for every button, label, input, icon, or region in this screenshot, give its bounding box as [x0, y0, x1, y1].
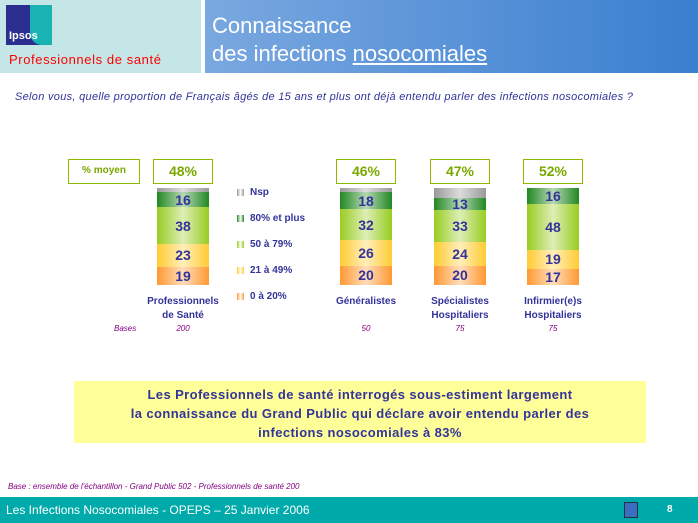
legend-label: 21 à 49% — [250, 265, 293, 276]
legend-swatch — [237, 241, 244, 248]
bases-label: Bases — [114, 324, 136, 333]
footer-bar — [0, 497, 698, 523]
legend-item: 80% et plus — [237, 213, 305, 224]
header-title-panel — [205, 0, 698, 73]
bar-segment-nsp — [157, 188, 209, 192]
bar-segment-50-79-: 48 — [527, 203, 579, 251]
legend-label: 0 à 20% — [250, 291, 287, 302]
avg-label: % moyen — [68, 159, 140, 184]
legend-item: 21 à 49% — [237, 265, 292, 276]
base-value: 50 — [361, 324, 371, 333]
average-box: 52% — [523, 159, 583, 184]
bar-segment-50-79-: 32 — [340, 209, 392, 241]
bar-segment-21-49-: 26 — [340, 240, 392, 266]
page-title: Connaissance des infections nosocomiales — [212, 12, 487, 68]
average-box: 48% — [153, 159, 213, 184]
bar-segment-80-et-plus: 16 — [527, 188, 579, 204]
category-label-line: Hospitaliers — [431, 310, 489, 321]
legend-label: 80% et plus — [250, 213, 306, 224]
bar-segment-80-et-plus: 16 — [157, 192, 209, 208]
question-text: Selon vous, quelle proportion de Françai… — [15, 91, 634, 103]
bar-segment-50-79-: 33 — [434, 210, 486, 243]
bar-segment-0-20-: 17 — [527, 268, 579, 285]
legend-swatch — [237, 293, 244, 300]
footnote: Base : ensemble de l'échantillon - Grand… — [8, 482, 300, 491]
bar-segment-80-et-plus: 18 — [340, 191, 392, 210]
legend-swatch — [237, 267, 244, 274]
bar-segment-21-49-: 23 — [157, 244, 209, 267]
bar-segment-nsp — [340, 188, 392, 192]
bar-segment-80-et-plus: 13 — [434, 196, 486, 212]
conclusion-line: Les Professionnels de santé interrogés s… — [147, 387, 573, 402]
page-number: 8 — [667, 504, 673, 515]
category-label: Infirmier(e)s Hospitaliers — [498, 295, 608, 323]
home-icon[interactable] — [624, 502, 638, 518]
category-label-line: Spécialistes — [431, 296, 489, 307]
bar-segment-0-20-: 20 — [340, 265, 392, 285]
title-line-2: des infections — [212, 41, 353, 66]
category-label: Professionnels de Santé — [128, 295, 238, 323]
legend-item: 50 à 79% — [237, 239, 292, 250]
footer-text: Les Infections Nosocomiales - OPEPS – 25… — [6, 503, 310, 517]
legend-item: Nsp — [237, 187, 269, 198]
bar-segment-0-20-: 19 — [157, 266, 209, 285]
subtitle: Professionnels de santé — [9, 52, 162, 67]
legend-item: 0 à 20% — [237, 291, 287, 302]
ipsos-logo: Ipsos — [6, 5, 52, 45]
category-label-line: Professionnels — [147, 296, 219, 307]
legend-swatch — [237, 215, 244, 222]
conclusion-line: infections nosocomiales à 83% — [258, 425, 462, 440]
bar-segment-21-49-: 19 — [527, 250, 579, 269]
base-value: 75 — [455, 324, 465, 333]
category-label-line: Infirmier(e)s — [524, 296, 582, 307]
bar-segment-50-79-: 38 — [157, 207, 209, 245]
title-underlined-word: nosocomiales — [352, 41, 488, 66]
category-label-line: de Santé — [162, 310, 204, 321]
conclusion-line: la connaissance du Grand Public qui décl… — [130, 406, 590, 421]
base-value: 200 — [176, 324, 190, 333]
legend-label: 50 à 79% — [250, 239, 293, 250]
conclusion-box: Les Professionnels de santé interrogés s… — [74, 381, 646, 443]
legend-label: Nsp — [250, 187, 269, 198]
bar-segment-nsp — [434, 188, 486, 198]
legend-swatch — [237, 189, 244, 196]
bar-segment-0-20-: 20 — [434, 265, 486, 285]
base-value: 75 — [548, 324, 558, 333]
bar-segment-21-49-: 24 — [434, 242, 486, 266]
title-line-1: Connaissance — [212, 13, 352, 38]
category-label: Spécialistes Hospitaliers — [405, 295, 515, 323]
category-label: Généralistes — [311, 295, 421, 309]
logo-text: Ipsos — [9, 30, 38, 42]
category-label-line: Généralistes — [335, 296, 397, 307]
category-label-line: Hospitaliers — [524, 310, 582, 321]
average-box: 47% — [430, 159, 490, 184]
average-box: 46% — [336, 159, 396, 184]
bases-label-text: Bases — [114, 324, 137, 333]
